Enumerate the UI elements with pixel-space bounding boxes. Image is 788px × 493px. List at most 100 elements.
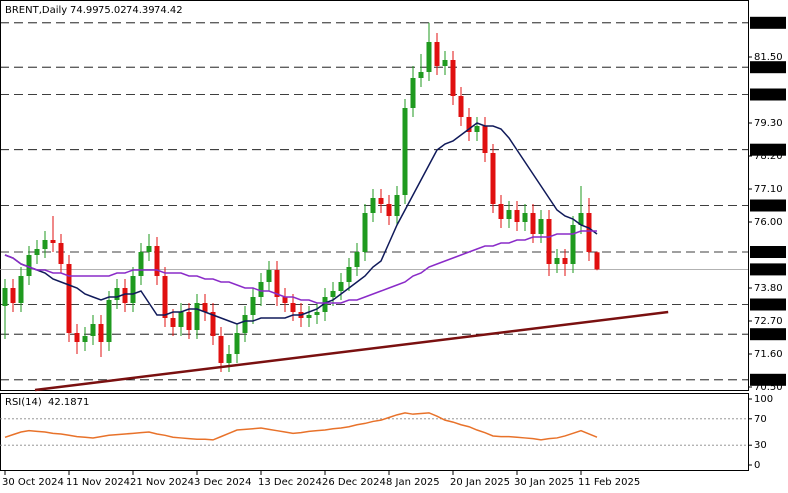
- candle-body: [250, 297, 256, 315]
- y-tick-label: 72.70: [754, 316, 783, 327]
- candle-body: [498, 204, 504, 219]
- level-box: [750, 199, 786, 212]
- y-tick-label: 79.30: [754, 118, 783, 129]
- candle-body: [362, 213, 368, 252]
- candle-body: [194, 303, 200, 330]
- x-tick-label: 30 Jan 2025: [514, 477, 574, 488]
- candle-body: [402, 108, 408, 195]
- candle-body: [274, 270, 280, 297]
- candle-body: [306, 315, 312, 318]
- candle-body: [522, 213, 528, 222]
- candle-body: [394, 195, 400, 216]
- candle-body: [98, 324, 104, 342]
- x-tick-label: 11 Nov 2024: [66, 477, 130, 488]
- y-tick-label: 77.10: [754, 184, 783, 195]
- level-label: 75.00: [752, 247, 781, 258]
- y-tick-label: 78.20: [754, 151, 783, 162]
- y-tick-label: 73.80: [754, 283, 783, 294]
- candle-body: [82, 336, 88, 342]
- x-tick-label: 8 Jan 2025: [386, 477, 440, 488]
- candle-body: [538, 219, 544, 234]
- candle-body: [386, 204, 392, 216]
- candle-body: [122, 288, 128, 303]
- candle-body: [42, 240, 48, 249]
- candle-body: [434, 42, 440, 66]
- candle-body: [58, 243, 64, 264]
- level-box: [750, 328, 786, 341]
- price-panel: [0, 0, 749, 391]
- candle-body: [290, 303, 296, 312]
- y-tick-label: 76.00: [754, 217, 783, 228]
- candle-body: [258, 282, 264, 297]
- level-box: [750, 373, 786, 386]
- candle-body: [586, 213, 592, 252]
- rsi-tick-label: 30: [754, 440, 767, 451]
- rsi-panel: [0, 393, 749, 471]
- rsi-name: RSI(14): [5, 397, 42, 408]
- candle-body: [554, 258, 560, 264]
- candle-body: [234, 333, 240, 354]
- candle-body: [530, 213, 536, 234]
- low-value: 74.39: [126, 5, 155, 16]
- candle-body: [282, 297, 288, 303]
- price-box: [750, 263, 786, 276]
- level-box: [750, 88, 786, 101]
- moving-average: [4, 230, 597, 304]
- candle-body: [170, 318, 176, 327]
- candle-body: [10, 288, 16, 303]
- trendline: [34, 310, 669, 392]
- level-box: [750, 143, 786, 156]
- x-tick-label: 11 Feb 2025: [578, 477, 640, 488]
- candle-body: [162, 276, 168, 318]
- high-value: 75.02: [98, 5, 127, 16]
- moving-average: [4, 122, 598, 325]
- candle-body: [594, 252, 600, 270]
- candle-body: [458, 96, 464, 117]
- candle-body: [114, 288, 120, 300]
- candle-body: [202, 303, 208, 312]
- candle-body: [354, 252, 360, 267]
- candle-body: [138, 252, 144, 276]
- candle-body: [106, 300, 112, 342]
- candle-body: [210, 312, 216, 336]
- candle-body: [466, 117, 472, 132]
- rsi-tick-label: 0: [754, 460, 760, 471]
- candle-body: [578, 213, 584, 225]
- level-box: [750, 246, 786, 258]
- rsi-value: 42.1871: [48, 397, 89, 408]
- level-box: [750, 61, 786, 74]
- level-label: 82.64: [752, 18, 781, 29]
- x-tick-label: 26 Dec 2024: [322, 477, 386, 488]
- x-tick-label: 30 Oct 2024: [2, 477, 64, 488]
- rsi-tick-label: 70: [754, 414, 767, 425]
- level-box: [750, 298, 786, 311]
- candle-body: [66, 264, 72, 333]
- candle-body: [506, 210, 512, 219]
- candle-body: [562, 258, 568, 264]
- candle-body: [570, 225, 576, 264]
- level-label: 72.26: [752, 329, 781, 340]
- level-label: 76.55: [752, 201, 781, 212]
- candle-body: [378, 198, 384, 204]
- candle-body: [514, 210, 520, 222]
- candle-body: [266, 270, 272, 282]
- candle-body: [178, 312, 184, 327]
- candle-body: [546, 219, 552, 264]
- level-label: 80.25: [752, 90, 781, 101]
- candle-body: [482, 126, 488, 153]
- candle-body: [338, 282, 344, 291]
- candle-body: [370, 198, 376, 213]
- candle-body: [18, 276, 24, 303]
- y-tick-label: 70.50: [754, 382, 783, 393]
- price-label: 74.42: [752, 264, 781, 275]
- rsi-line: [4, 412, 598, 441]
- candle-body: [330, 291, 336, 297]
- candle-body: [490, 153, 496, 204]
- rsi-tick-label: 100: [754, 394, 773, 405]
- candle-body: [314, 312, 320, 315]
- candle-body: [26, 255, 32, 276]
- level-label: 73.25: [752, 300, 781, 311]
- candle-body: [154, 246, 160, 276]
- x-tick-label: 13 Dec 2024: [258, 477, 322, 488]
